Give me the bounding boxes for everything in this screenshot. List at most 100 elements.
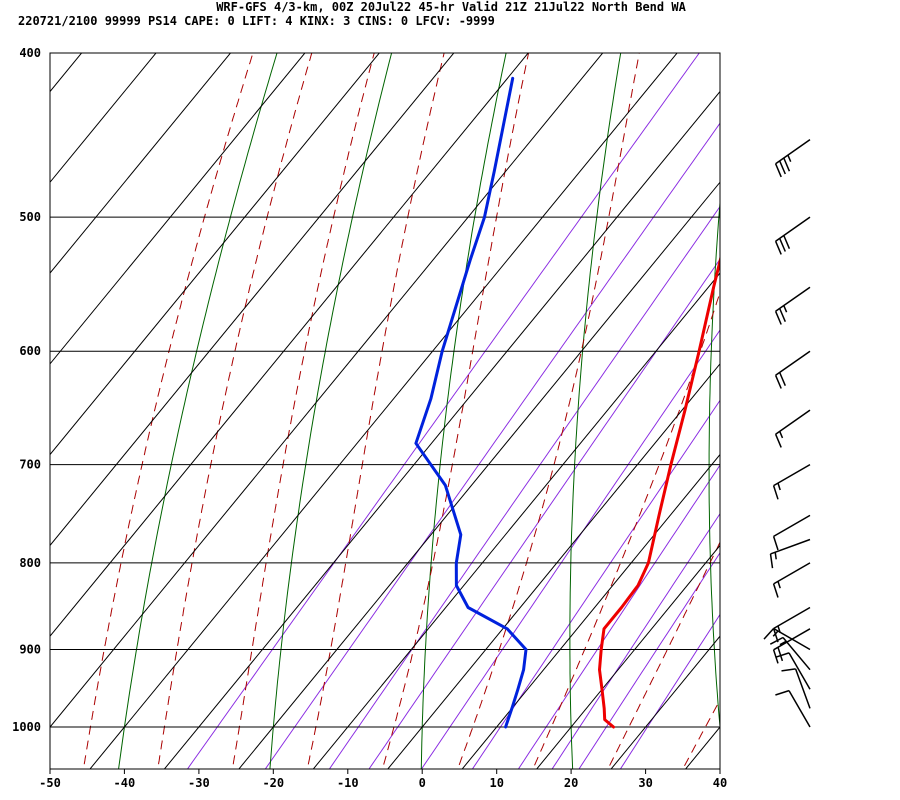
moist-adiabat-line <box>82 53 254 769</box>
wind-barb <box>772 606 811 643</box>
wind-barb-half-flag <box>777 625 781 634</box>
pressure-tick-label: 500 <box>19 210 41 224</box>
wind-barb-flag <box>775 689 790 696</box>
wind-barb-half-flag <box>783 305 788 313</box>
dry-adiabat-line <box>118 53 278 769</box>
wind-barb-flag <box>775 652 790 659</box>
temperature-profile-line <box>598 255 720 729</box>
isotherm-line <box>50 53 306 365</box>
wind-barb <box>775 652 811 690</box>
wind-barb <box>769 636 811 671</box>
pressure-tick-label: 1000 <box>12 720 41 734</box>
wind-barb <box>772 514 811 551</box>
wind-barb <box>781 668 811 709</box>
wind-barb <box>774 216 811 255</box>
wind-barb-staff <box>775 409 811 435</box>
mixing-ratio-line <box>619 613 720 769</box>
pressure-tick-label: 600 <box>19 344 41 358</box>
wind-barb-flag <box>777 647 784 662</box>
mixing-ratio-line <box>368 258 720 769</box>
wind-barb-flag <box>769 553 774 569</box>
wind-barb-flag <box>763 627 775 640</box>
moist-adiabat-line <box>157 53 313 769</box>
isotherm-line <box>89 53 678 769</box>
wind-barb <box>772 463 811 500</box>
isotherm-line <box>238 181 720 769</box>
temperature-tick-label: -40 <box>114 776 136 790</box>
mixing-ratio-line <box>471 399 720 769</box>
wind-barb-flag <box>779 160 786 175</box>
wind-barb <box>774 350 811 389</box>
mixing-ratio-line <box>517 464 720 769</box>
isotherm-line <box>50 53 157 184</box>
wind-barb-flag <box>779 308 786 322</box>
isotherm-line <box>610 635 720 769</box>
wind-barb-flag <box>774 163 782 178</box>
isotherm-line <box>50 53 455 547</box>
isotherm-line <box>163 90 720 769</box>
wind-barb-flag <box>783 157 791 172</box>
wind-barb-flag <box>772 649 779 664</box>
wind-barb-flag <box>781 668 796 672</box>
chart-title: WRF-GFS 4/3-km, 00Z 20Jul22 45-hr Valid … <box>216 0 686 14</box>
wind-barb <box>772 562 811 598</box>
temperature-tick-label: 10 <box>489 776 503 790</box>
wind-barb-staff <box>782 637 811 671</box>
dry-adiabat-line <box>420 53 507 769</box>
moist-adiabat-line <box>607 541 720 769</box>
temperature-tick-label: 30 <box>638 776 652 790</box>
dry-adiabat-line <box>840 33 876 773</box>
wind-barb-half-flag <box>774 552 777 560</box>
mixing-ratio-line <box>578 551 720 769</box>
wind-barb <box>763 627 811 651</box>
background-grid <box>50 33 900 779</box>
wind-barb-flag <box>769 636 784 645</box>
wind-barb-staff <box>794 668 811 709</box>
wind-barb-flag <box>772 485 779 500</box>
temperature-tick-label: 20 <box>564 776 578 790</box>
wind-barb-staff <box>788 690 811 728</box>
wind-barb <box>774 138 811 178</box>
wind-barb-staff <box>773 562 811 585</box>
moist-adiabat-line <box>752 33 900 779</box>
plot-frame <box>49 52 721 770</box>
temperature-tick-label: -10 <box>337 776 359 790</box>
wind-barb-flag <box>772 583 779 598</box>
wind-barb <box>775 689 811 728</box>
dry-adiabat-line <box>569 53 622 769</box>
pressure-tick-label: 700 <box>19 458 41 472</box>
wind-barb-flag <box>774 311 782 325</box>
wind-barb-half-flag <box>777 482 781 491</box>
isotherm-line <box>826 43 900 779</box>
temperature-tick-label: -50 <box>39 776 61 790</box>
wind-barb-half-flag <box>787 154 792 162</box>
wind-barb-flag <box>774 375 782 389</box>
wind-barb <box>774 286 811 325</box>
wind-barb-staff <box>773 606 811 630</box>
pressure-tick-label: 800 <box>19 556 41 570</box>
moist-adiabat-line <box>457 53 640 769</box>
wind-barb-half-flag <box>779 640 787 646</box>
isotherm-line <box>50 53 380 456</box>
wind-barb-flag <box>779 238 786 252</box>
wind-barb-flag <box>779 372 786 386</box>
temperature-tick-label: -20 <box>262 776 284 790</box>
isotherm-line <box>50 53 604 728</box>
wind-barb-flag <box>774 240 782 255</box>
isotherm-line <box>50 53 83 93</box>
wind-barb-staff <box>773 628 811 651</box>
wind-barb <box>772 628 811 664</box>
wind-barb-staff <box>775 286 811 312</box>
isotherm-line <box>461 453 720 769</box>
moist-adiabat-line <box>231 53 375 769</box>
mixing-ratio-line <box>551 512 720 769</box>
wind-barb-flag <box>783 235 791 249</box>
mixing-ratio-line <box>186 53 700 769</box>
isotherm-line <box>312 272 720 769</box>
wind-barb-half-flag <box>779 431 784 439</box>
isotherm-line <box>387 363 720 769</box>
mixing-ratio-line <box>420 329 720 769</box>
dry-adiabat-line <box>708 196 720 734</box>
wind-barb <box>774 409 811 448</box>
